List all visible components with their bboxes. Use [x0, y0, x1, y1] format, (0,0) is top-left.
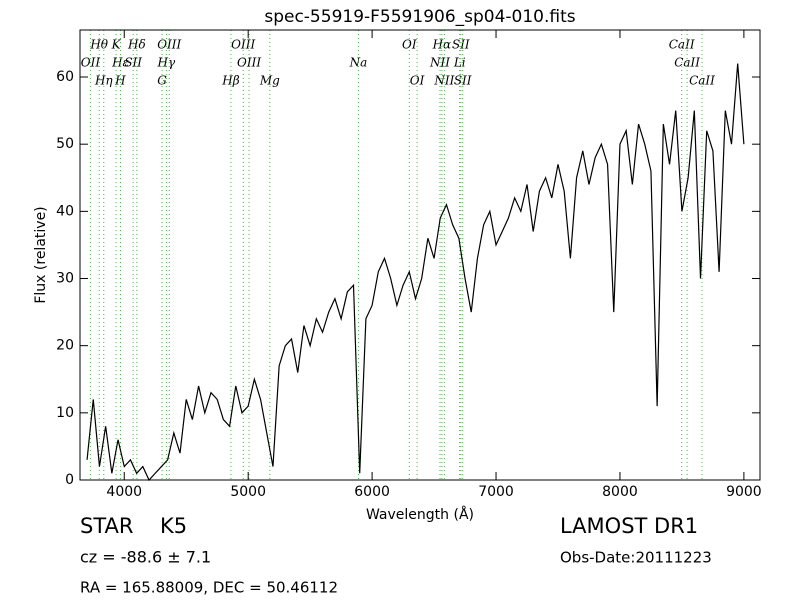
line-label: Hθ [89, 38, 108, 52]
line-label: Hγ [157, 56, 176, 70]
y-tick-label: 30 [56, 271, 74, 287]
y-tick-label: 40 [56, 203, 74, 219]
x-tick-label: 7000 [478, 484, 514, 500]
line-label: OII [81, 56, 101, 70]
line-label: NII [429, 56, 450, 70]
redshift: cz = -88.6 ± 7.1 [80, 548, 211, 567]
line-label: G [157, 74, 167, 88]
line-label: CaII [669, 38, 695, 52]
survey: LAMOST DR1 [560, 514, 698, 538]
line-label: OIII [231, 38, 255, 52]
line-label: Hη [94, 74, 113, 88]
chart-title: spec-55919-F5591906_sp04-010.fits [264, 7, 575, 27]
x-axis-label: Wavelength (Å) [366, 506, 474, 523]
line-label: OIII [237, 56, 261, 70]
line-label: Na [349, 56, 368, 70]
line-label: OI [410, 74, 425, 88]
obs-date: Obs-Date:20111223 [560, 549, 712, 567]
x-tick-label: 6000 [354, 484, 390, 500]
line-label: SII [452, 38, 470, 52]
line-label: OI [402, 38, 417, 52]
line-label: Mg [259, 74, 280, 88]
line-label: NII [433, 74, 454, 88]
x-tick-label: 9000 [726, 484, 762, 500]
line-label: OIII [157, 38, 181, 52]
y-axis-label: Flux (relative) [33, 206, 49, 303]
x-tick-label: 8000 [602, 484, 638, 500]
x-tick-label: 4000 [106, 484, 142, 500]
y-tick-label: 60 [56, 69, 74, 85]
plot-frame [79, 29, 761, 481]
spectrum-line [86, 63, 745, 482]
y-tick-label: 10 [56, 405, 74, 421]
line-label: Hβ [221, 74, 239, 88]
line-label: Li [453, 56, 466, 70]
object-class: STAR [80, 514, 133, 538]
line-label: Hδ [127, 38, 146, 52]
line-label: K [111, 38, 122, 52]
x-tick-label: 5000 [230, 484, 266, 500]
line-label: SII [124, 56, 142, 70]
subclass: K5 [160, 514, 187, 538]
line-label: SII [454, 74, 472, 88]
y-tick-label: 0 [65, 472, 74, 488]
coordinates: RA = 165.88009, DEC = 50.46112 [80, 579, 338, 597]
line-label: CaII [674, 56, 700, 70]
y-tick-label: 50 [56, 136, 74, 152]
y-tick-label: 20 [56, 338, 74, 354]
line-label: H [114, 74, 126, 88]
line-label: Hα [432, 38, 452, 52]
line-label: CaII [689, 74, 715, 88]
